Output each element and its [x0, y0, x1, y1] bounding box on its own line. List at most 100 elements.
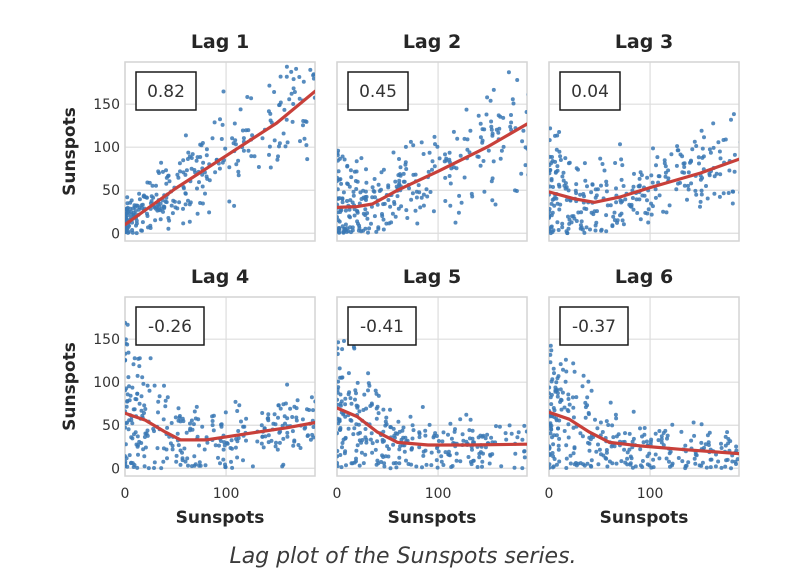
scatter-point [409, 197, 414, 202]
scatter-point [651, 457, 656, 462]
scatter-point [491, 87, 496, 92]
scatter-point [203, 191, 207, 196]
scatter-point [623, 460, 628, 465]
scatter-point [610, 423, 615, 428]
scatter-point [337, 227, 342, 232]
scatter-point [196, 417, 201, 422]
scatter-point [668, 464, 672, 469]
scatter-point [605, 464, 610, 469]
scatter-point [524, 429, 527, 434]
scatter-point [569, 220, 574, 225]
scatter-point [614, 186, 618, 191]
scatter-point [140, 202, 145, 207]
scatter-point [260, 411, 265, 415]
scatter-point [434, 458, 439, 463]
scatter-point [147, 388, 152, 393]
scatter-point [191, 422, 196, 427]
scatter-point [426, 169, 431, 174]
scatter-point [344, 463, 348, 468]
scatter-point [290, 119, 295, 124]
scatter-point [189, 418, 194, 423]
scatter-point [345, 226, 350, 231]
correlation-label: -0.41 [360, 317, 404, 337]
scatter-point [144, 431, 149, 436]
scatter-point [340, 347, 345, 352]
scatter-point [157, 394, 162, 399]
scatter-point [125, 464, 128, 469]
scatter-point [310, 432, 315, 437]
scatter-point [364, 437, 369, 442]
scatter-point [691, 420, 696, 425]
scatter-point [587, 448, 592, 453]
x-tick-label: 100 [213, 486, 240, 502]
scatter-point [478, 433, 483, 438]
scatter-point [192, 454, 197, 459]
fit-line [337, 406, 527, 447]
scatter-point [337, 464, 340, 469]
scatter-point [574, 166, 579, 171]
scatter-point [641, 440, 646, 445]
scatter-point [268, 118, 273, 123]
scatter-point [678, 180, 682, 185]
scatter-point [610, 461, 615, 466]
scatter-point [342, 229, 347, 234]
scatter-point [730, 201, 735, 206]
scatter-point [374, 416, 379, 421]
scatter-point [239, 419, 243, 424]
scatter-point [343, 396, 348, 401]
scatter-point [178, 462, 183, 467]
scatter-point [273, 444, 278, 449]
scatter-point [448, 181, 453, 186]
scatter-point [211, 413, 216, 418]
scatter-point [662, 158, 667, 163]
scatter-point [480, 127, 485, 132]
scatter-point [192, 409, 197, 414]
scatter-point [404, 458, 408, 463]
scatter-point [614, 416, 619, 421]
scatter-point [343, 208, 348, 213]
scatter-point [249, 96, 254, 101]
scatter-point [277, 141, 282, 146]
correlation-box [135, 306, 205, 346]
scatter-point [718, 172, 723, 177]
scatter-point [164, 181, 169, 186]
scatter-point [161, 459, 166, 464]
scatter-point [628, 461, 633, 466]
scatter-point [244, 438, 248, 443]
scatter-point [408, 139, 413, 144]
scatter-point [719, 441, 723, 446]
scatter-point [447, 174, 452, 178]
scatter-point [595, 426, 600, 431]
scatter-point [337, 210, 341, 215]
scatter-point [446, 452, 451, 457]
scatter-point [126, 427, 131, 432]
scatter-point [287, 97, 292, 102]
scatter-point [558, 362, 563, 367]
scatter-point [465, 137, 470, 142]
scatter-point [355, 210, 360, 215]
scatter-point [346, 392, 351, 397]
scatter-point [653, 187, 658, 192]
scatter-point [470, 447, 474, 452]
scatter-point [552, 371, 556, 376]
scatter-point [441, 463, 446, 467]
scatter-point [337, 187, 340, 192]
scatter-point [478, 121, 483, 126]
scatter-point [509, 120, 514, 125]
scatter-point [622, 447, 627, 452]
scatter-point [303, 119, 308, 124]
scatter-point [640, 434, 644, 439]
scatter-point [131, 407, 136, 412]
scatter-point [198, 201, 203, 205]
scatter-point [638, 217, 643, 222]
scatter-point [557, 130, 562, 134]
scatter-point [297, 75, 302, 79]
scatter-point [408, 414, 413, 419]
scatter-point [238, 107, 243, 112]
scatter-point [642, 426, 647, 430]
scatter-point [443, 450, 448, 455]
scatter-point [368, 404, 373, 408]
scatter-point [401, 425, 406, 430]
scatter-point [489, 124, 494, 129]
scatter-point [486, 148, 491, 153]
